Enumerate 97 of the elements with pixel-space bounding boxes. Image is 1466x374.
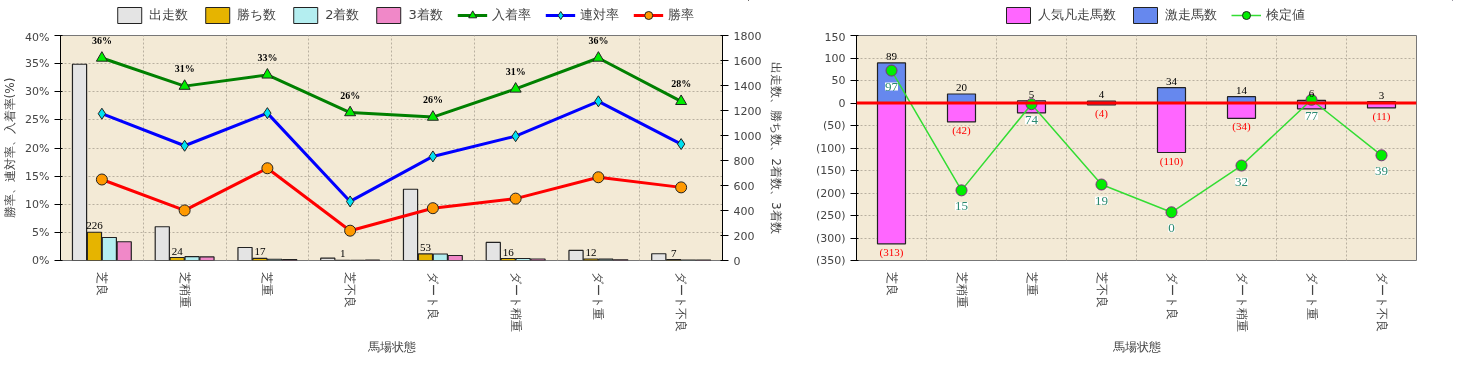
legend-label: 勝ち数 <box>237 6 277 24</box>
y-tick-label: 25% <box>25 113 50 127</box>
y-tick-label: 35% <box>25 57 50 71</box>
x-tick-label: 芝不良 <box>1094 271 1109 308</box>
x-axis-title: 馬場状態 <box>1111 339 1161 354</box>
y2-tick-label: 600 <box>733 179 755 193</box>
data-label: 15 <box>955 198 968 214</box>
x-tick-label: 芝良 <box>884 271 899 296</box>
y-tick-label: 0% <box>32 254 50 267</box>
y2-tick-label: 1000 <box>733 129 762 143</box>
data-label: 19 <box>1095 192 1108 208</box>
data-label: 7 <box>670 246 677 259</box>
y-tick-label: 30% <box>25 85 50 99</box>
legend-label: 3着数 <box>408 6 443 24</box>
y-tick-label: 100 <box>824 51 846 65</box>
data-label: 14 <box>1236 83 1248 96</box>
x-tick-label: ダート良 <box>1164 271 1179 320</box>
data-label: (4) <box>1095 106 1109 120</box>
y-tick-label: (250) <box>815 209 846 222</box>
y-tick-label: 0 <box>838 96 846 110</box>
data-label: 26% <box>340 89 361 101</box>
data-label: 89 <box>886 49 898 62</box>
x-tick-label: 芝稍重 <box>954 271 969 308</box>
y2-tick-label: 800 <box>733 154 755 168</box>
y-tick-label: 15% <box>25 169 50 183</box>
y-tick-label: (50) <box>822 119 846 132</box>
data-label: 77 <box>1305 107 1319 123</box>
data-label: 36% <box>91 35 112 46</box>
y2-tick-label: 400 <box>733 204 755 218</box>
x-tick-label: ダート重 <box>591 271 606 320</box>
data-label: 24 <box>171 244 184 257</box>
legend-label: 検定値 <box>1266 6 1305 24</box>
x-tick-label: ダート不良 <box>1374 271 1389 332</box>
legend-label: 出走数 <box>149 6 189 24</box>
data-label: 31% <box>505 65 526 77</box>
y2-tick-label: 1600 <box>733 54 762 68</box>
data-label: 5 <box>1028 87 1035 100</box>
data-label: (34) <box>1232 120 1251 134</box>
x-tick-label: 芝稍重 <box>177 271 192 308</box>
y2-axis-title: 出走数、勝ち数、2着数、3着数 <box>769 62 784 234</box>
data-label: (313) <box>879 245 904 259</box>
data-label: 53 <box>419 240 432 253</box>
data-label: 36% <box>588 35 609 46</box>
data-label: 16 <box>502 245 515 258</box>
x-tick-label: ダート良 <box>425 271 440 320</box>
data-label: 74 <box>1025 112 1039 128</box>
legend-label: 勝率 <box>667 6 694 24</box>
data-label: 32 <box>1235 173 1248 189</box>
y-tick-label: 40% <box>25 30 50 44</box>
data-label: 1 <box>339 247 346 260</box>
data-label: 4 <box>1098 88 1105 101</box>
y-axis-title: 勝率、連対率、入着率(%) <box>3 77 18 219</box>
y2-tick-label: 1800 <box>733 29 762 43</box>
y-tick-label: 50 <box>831 74 846 87</box>
y2-tick-label: 1200 <box>733 104 762 118</box>
y2-tick-label: 200 <box>733 229 755 243</box>
legend-label: 2着数 <box>325 6 360 24</box>
x-tick-label: ダート不良 <box>674 271 689 332</box>
legend-label: 連対率 <box>579 6 619 24</box>
x-tick-label: ダート稍重 <box>508 271 523 332</box>
data-label: 28% <box>671 78 692 90</box>
y-tick-label: (350) <box>815 254 846 267</box>
data-label: 20 <box>956 81 968 93</box>
x-tick-label: 芝良 <box>94 271 109 296</box>
data-label: (42) <box>952 123 971 137</box>
y-tick-label: 10% <box>25 197 50 211</box>
x-axis-title: 馬場状態 <box>366 339 416 354</box>
y2-tick-label: 1400 <box>733 79 762 93</box>
data-label: 97 <box>885 78 899 94</box>
y-tick-label: (100) <box>815 141 846 155</box>
data-label: 12 <box>585 246 597 258</box>
x-tick-label: 芝重 <box>260 271 275 296</box>
y-tick-label: (300) <box>815 231 846 245</box>
data-label: 6 <box>1308 87 1315 100</box>
data-label: 3 <box>1378 88 1385 101</box>
y-tick-label: 150 <box>824 30 846 44</box>
legend-label: 激走馬数 <box>1165 6 1217 24</box>
y-tick-label: (150) <box>815 164 846 177</box>
y-tick-label: 5% <box>32 225 50 239</box>
y-tick-label: (200) <box>815 186 846 200</box>
data-label: 31% <box>174 63 195 75</box>
x-tick-label: ダート重 <box>1304 271 1319 320</box>
data-label: 17 <box>254 245 266 258</box>
y2-tick-label: 0 <box>733 254 741 268</box>
data-label: 39 <box>1375 163 1388 179</box>
x-tick-label: ダート稍重 <box>1234 271 1249 332</box>
data-label: 33% <box>257 51 278 63</box>
data-label: 34 <box>1166 74 1178 87</box>
x-tick-label: 芝不良 <box>343 271 358 308</box>
data-label: 26% <box>422 94 443 106</box>
data-label: 0 <box>1168 220 1175 236</box>
data-label: (110) <box>1159 154 1184 168</box>
legend-label: 人気凡走馬数 <box>1038 6 1116 24</box>
x-tick-label: 芝重 <box>1024 271 1039 296</box>
data-label: (11) <box>1372 109 1391 123</box>
y-tick-label: 20% <box>25 141 50 155</box>
legend-label: 入着率 <box>491 6 531 24</box>
